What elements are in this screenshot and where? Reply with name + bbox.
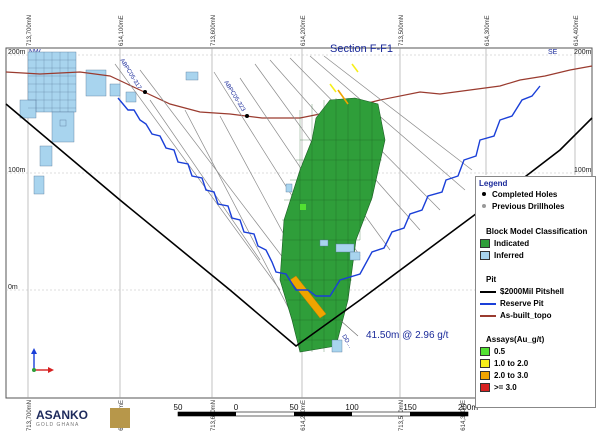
direction-se: SE	[548, 49, 558, 56]
top-coord-label: 713,600mN	[211, 15, 217, 46]
section-title: Section F-F1	[330, 43, 393, 55]
logo-icon	[110, 408, 130, 428]
legend-assay-2: 1.0 to 2.0	[480, 359, 528, 369]
scale-label: 150	[403, 403, 417, 412]
inferred-blocks-center	[285, 183, 361, 353]
assay-swatch	[480, 347, 490, 357]
hole-collars	[143, 90, 249, 118]
inferred-block-grid	[28, 52, 76, 112]
logo-sub: GOLD GHANA	[36, 422, 80, 428]
pitshell-line	[5, 103, 593, 348]
assay-swatch	[480, 359, 490, 369]
pitshell-line-icon	[480, 290, 496, 293]
legend-block-heading: Block Model Classification	[486, 227, 588, 236]
elevation-label: 0m	[8, 284, 18, 291]
hole-label: ABPC05-323	[222, 80, 246, 113]
scale-label: 100	[345, 403, 359, 412]
scale-bar	[177, 411, 469, 417]
reserve-line-icon	[480, 302, 496, 305]
scale-label: 50	[290, 403, 299, 412]
assay-marker	[300, 204, 306, 210]
company-logo: ASANKO GOLD GHANA	[36, 408, 88, 428]
legend-assay-3: 2.0 to 3.0	[480, 371, 528, 381]
legend-title: Legend	[479, 179, 508, 188]
legend-assay-4: >= 3.0	[480, 383, 517, 393]
indicated-zone	[279, 97, 386, 353]
top-coord-label: 614,200mE	[301, 15, 307, 46]
indicated-block-grid	[280, 98, 384, 352]
intercept-label: 41.50m @ 2.96 g/t	[366, 330, 449, 341]
legend-assay-1: 0.5	[480, 347, 505, 357]
top-coord-label: 614,100mE	[119, 15, 125, 46]
legend-assays-heading: Assays(Au_g/t)	[486, 335, 545, 344]
inferred-swatch	[480, 251, 490, 261]
dot-icon	[482, 204, 486, 209]
hole-label: DD…	[340, 334, 353, 350]
legend-topo: As-built_topo	[480, 311, 552, 321]
hole-label: ABPC05-317	[118, 58, 142, 91]
top-coord-label: 713,700mN	[27, 15, 33, 46]
reserve-pit-line	[117, 85, 541, 297]
logo-name: ASANKO	[36, 408, 89, 422]
elevation-label: 200m	[8, 49, 26, 56]
legend-reserve-pit: Reserve Pit	[480, 299, 544, 309]
assay-ticks	[329, 63, 359, 105]
scale-label: 50	[174, 403, 183, 412]
intercept-leader	[339, 319, 359, 337]
scale-label: 0	[234, 403, 239, 412]
elevation-label: 200m	[574, 49, 592, 56]
legend-pit-heading: Pit	[486, 275, 497, 284]
indicated-swatch	[480, 239, 490, 249]
legend-indicated: Indicated	[480, 239, 529, 249]
bottom-coord-label: 713,700mN	[27, 400, 33, 431]
dot-icon	[482, 192, 486, 197]
legend-panel: Legend Completed Holes Previous Drillhol…	[475, 176, 596, 408]
elevation-label: 100m	[574, 167, 592, 174]
assay-swatch	[480, 383, 490, 393]
legend-completed-holes: Completed Holes	[480, 190, 557, 200]
top-coord-label: 713,500mN	[399, 15, 405, 46]
legend-pitshell: $2000Mil Pitshell	[480, 287, 564, 297]
assay-swatch	[480, 371, 490, 381]
axes-icon	[31, 348, 54, 373]
elevation-label: 100m	[8, 167, 26, 174]
top-coord-label: 614,300mE	[485, 15, 491, 46]
legend-inferred: Inferred	[480, 251, 524, 261]
top-coord-label: 614,400mE	[574, 15, 580, 46]
intercept-zone	[289, 275, 327, 319]
legend-previous-drillholes: Previous Drillholes	[480, 202, 564, 212]
topo-line-icon	[480, 314, 496, 317]
scale-label: 200m	[458, 403, 478, 412]
